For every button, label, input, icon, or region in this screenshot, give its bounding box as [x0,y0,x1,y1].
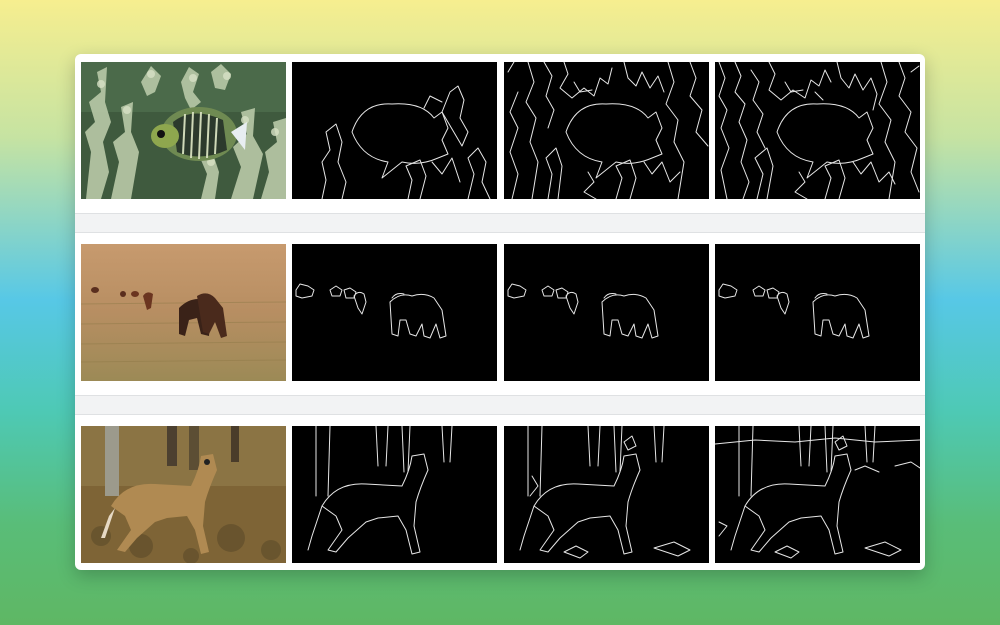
figure-card [75,54,925,570]
field-edges-coarse [292,244,497,381]
image-row-field-animals [75,244,925,381]
field-edge-map-medium [507,283,659,339]
deer-photo [81,426,286,563]
deer-edge-map-coarse [307,426,453,555]
fish-photo [81,62,286,199]
field-edges-fine [715,244,920,381]
deer-edge-map-medium [519,426,691,559]
field-edge-map-fine [718,283,870,339]
deer-edges-coarse [292,426,497,563]
image-row-fish [75,62,925,199]
deer-edge-map-fine [715,426,920,559]
field-edge-map-coarse [295,283,447,339]
fish-edges-coarse [292,62,497,199]
fish-edge-map-medium [507,62,709,199]
field-photo-drawing [81,244,286,381]
row-separator [75,213,925,233]
deer-edges-medium [504,426,709,563]
field-photo [81,244,286,381]
field-edges-medium [504,244,709,381]
fish-edge-map-fine [718,62,920,199]
deer-photo-drawing [81,426,286,563]
fish-edges-fine [715,62,920,199]
row-separator [75,395,925,415]
fish-photo-drawing [81,62,286,199]
image-row-deer [75,426,925,563]
fish-edges-medium [504,62,709,199]
fish-edge-map-coarse [321,85,491,199]
deer-edges-fine [715,426,920,563]
